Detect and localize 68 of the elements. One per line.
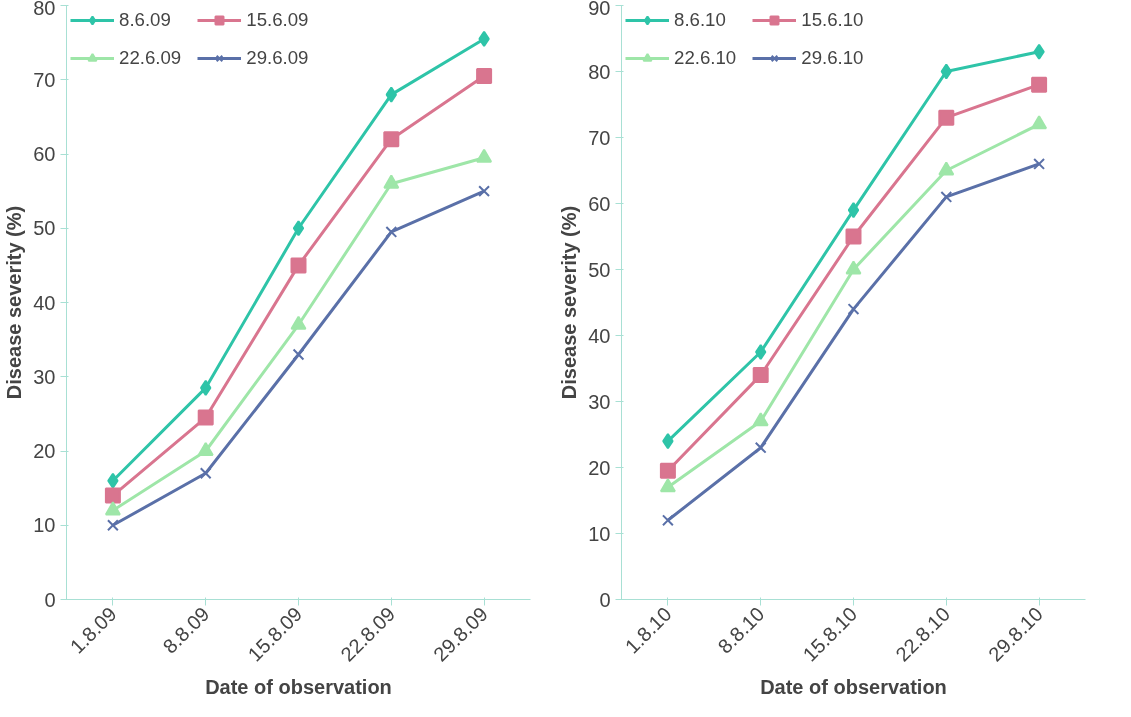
- legend-label: 15.6.09: [246, 9, 309, 31]
- point: [845, 228, 862, 245]
- y-tick-label: 50: [33, 217, 56, 240]
- point: [385, 86, 397, 103]
- y-tick-label: 60: [33, 143, 56, 165]
- point: [104, 487, 121, 504]
- y-tick-label: 70: [33, 68, 56, 91]
- point: [197, 409, 214, 426]
- legend-label: 8.6.10: [674, 9, 726, 31]
- point: [197, 441, 214, 457]
- point: [383, 131, 400, 148]
- y-tick-label: 40: [33, 291, 56, 314]
- legend-label: 29.6.09: [246, 47, 309, 69]
- point: [940, 63, 952, 80]
- point: [292, 220, 305, 237]
- y-tick-label: 0: [599, 588, 611, 611]
- y-axis-title: Disease severity (%): [3, 205, 26, 400]
- point: [106, 519, 119, 532]
- point: [938, 109, 955, 126]
- y-tick-label: 80: [33, 0, 56, 19]
- y-tick-label: 50: [588, 258, 611, 281]
- point: [659, 462, 676, 479]
- legend-label: 29.6.10: [801, 47, 864, 69]
- point: [662, 433, 674, 450]
- y-tick-label: 60: [588, 192, 611, 215]
- point: [385, 226, 398, 238]
- point: [104, 501, 121, 516]
- point: [1031, 115, 1048, 130]
- point: [752, 412, 769, 427]
- point: [200, 379, 212, 396]
- point: [292, 348, 305, 361]
- point: [478, 185, 491, 198]
- y-axis-title: Disease severity (%): [558, 205, 581, 400]
- point: [199, 467, 212, 480]
- point: [754, 441, 767, 454]
- x-axis-title: Date of observation: [205, 675, 392, 698]
- y-tick-label: 70: [588, 126, 611, 149]
- point: [847, 303, 860, 316]
- point: [1033, 157, 1046, 170]
- legend-label: 22.6.10: [674, 47, 737, 69]
- y-tick-label: 80: [588, 60, 611, 83]
- point: [938, 161, 955, 176]
- point: [940, 190, 953, 203]
- point: [755, 344, 767, 360]
- point: [661, 514, 674, 527]
- x-axis-title: Date of observation: [760, 675, 947, 698]
- point: [476, 68, 493, 85]
- y-tick-label: 30: [33, 365, 56, 388]
- point: [659, 478, 676, 493]
- point: [478, 30, 490, 47]
- legend-label: 22.6.09: [119, 47, 182, 69]
- legend-label: 8.6.09: [119, 9, 171, 31]
- y-tick-label: 20: [33, 440, 56, 462]
- y-tick-label: 10: [588, 522, 611, 545]
- y-tick-label: 20: [588, 456, 611, 479]
- y-tick-label: 40: [588, 324, 611, 347]
- point: [845, 260, 862, 275]
- point: [107, 472, 119, 489]
- point: [290, 257, 307, 274]
- y-tick-label: 0: [44, 588, 56, 611]
- point: [752, 367, 769, 384]
- y-tick-label: 10: [33, 514, 56, 537]
- legend-label: 15.6.10: [801, 9, 864, 31]
- point: [1033, 43, 1045, 60]
- y-tick-label: 90: [588, 0, 611, 19]
- point: [1031, 76, 1048, 93]
- y-tick-label: 30: [588, 390, 611, 413]
- point: [847, 202, 860, 219]
